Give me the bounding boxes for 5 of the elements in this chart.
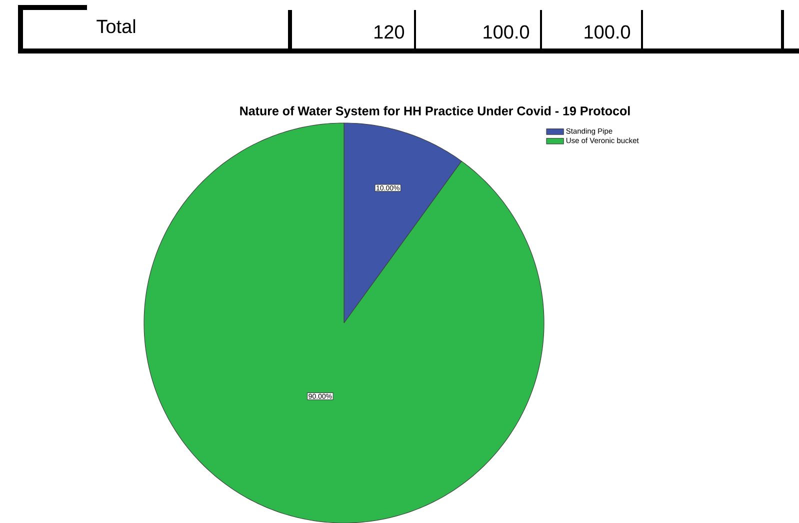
text: 100.0 — [584, 25, 630, 39]
text: 100.0 — [484, 25, 530, 39]
chart-title: Nature of Water System for HH Practice Under Covid - 19 Protocol — [240, 106, 630, 118]
text: 120 — [374, 25, 404, 39]
text: Total — [96, 19, 136, 34]
